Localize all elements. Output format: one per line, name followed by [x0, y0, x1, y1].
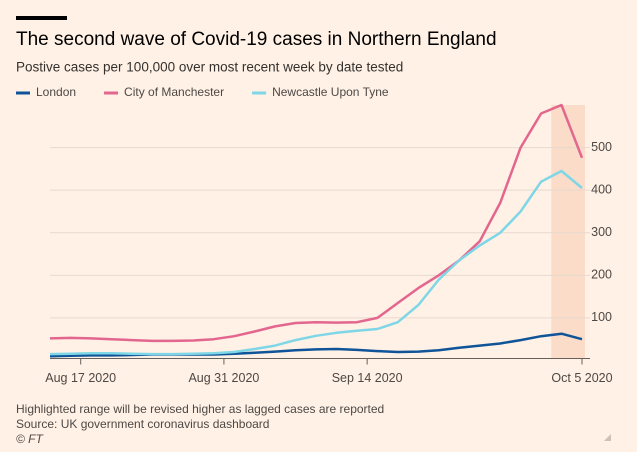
x-tick-label: Aug 17 2020	[45, 371, 116, 385]
series-line	[49, 169, 583, 356]
y-tick-label: 500	[591, 140, 612, 154]
y-tick-label: 300	[591, 225, 612, 239]
x-tick-label: Oct 5 2020	[551, 371, 612, 385]
note: Highlighted range will be revised higher…	[16, 402, 384, 416]
plot: 100 200 300 400 500 Aug 17 2020 Aug 31 2020 Sep…	[45, 103, 613, 385]
series-line	[49, 103, 584, 343]
y-tick-label: 100	[591, 310, 612, 324]
legend-label: City of Manchester	[124, 85, 224, 99]
legend-label: Newcastle Upon Tyne	[272, 85, 389, 99]
copyright: © FT	[16, 432, 45, 446]
highlight-range	[551, 105, 585, 359]
brand-bar	[16, 16, 67, 20]
y-tick-label: 400	[591, 182, 612, 196]
x-tick-label: Aug 31 2020	[188, 371, 259, 385]
legend-label: London	[36, 85, 76, 99]
chart-title: The second wave of Covid-19 cases in Nor…	[16, 29, 497, 50]
source: Source: UK government coronavirus dashbo…	[16, 417, 269, 431]
corner-icon	[604, 434, 611, 441]
chart-subtitle: Postive cases per 100,000 over most rece…	[16, 60, 403, 75]
x-tick-label: Sep 14 2020	[332, 371, 403, 385]
y-tick-label: 200	[591, 268, 612, 282]
